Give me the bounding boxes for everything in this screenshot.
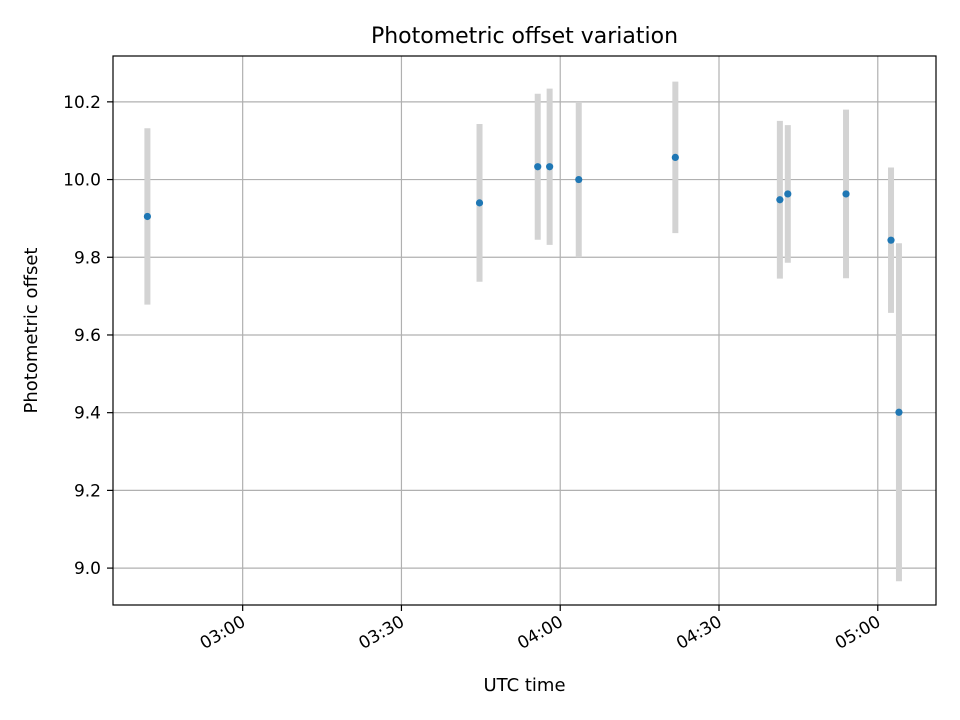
data-point (842, 190, 850, 198)
data-point (776, 196, 784, 204)
y-tick-label: 9.8 (74, 248, 101, 268)
data-point (143, 212, 152, 221)
data-points (143, 153, 903, 416)
data-point (887, 236, 895, 244)
y-tick-label: 10.0 (63, 171, 101, 191)
y-tick-label: 9.6 (74, 326, 101, 346)
x-axis-label: UTC time (483, 675, 565, 696)
grid (113, 56, 936, 605)
y-tick-label: 9.4 (74, 404, 101, 424)
y-tick-label: 9.0 (74, 559, 101, 579)
data-point (534, 163, 542, 171)
data-point (546, 163, 554, 171)
data-point (671, 153, 679, 162)
plot-frame (112, 55, 937, 606)
data-point (475, 199, 484, 207)
y-tick-label: 10.2 (63, 93, 101, 113)
data-point (575, 175, 583, 184)
data-point (784, 190, 792, 198)
chart-title: Photometric offset variation (371, 24, 678, 49)
y-tick-label: 9.2 (74, 481, 101, 501)
y-axis-label: Photometric offset (21, 248, 42, 414)
data-point (895, 408, 903, 416)
